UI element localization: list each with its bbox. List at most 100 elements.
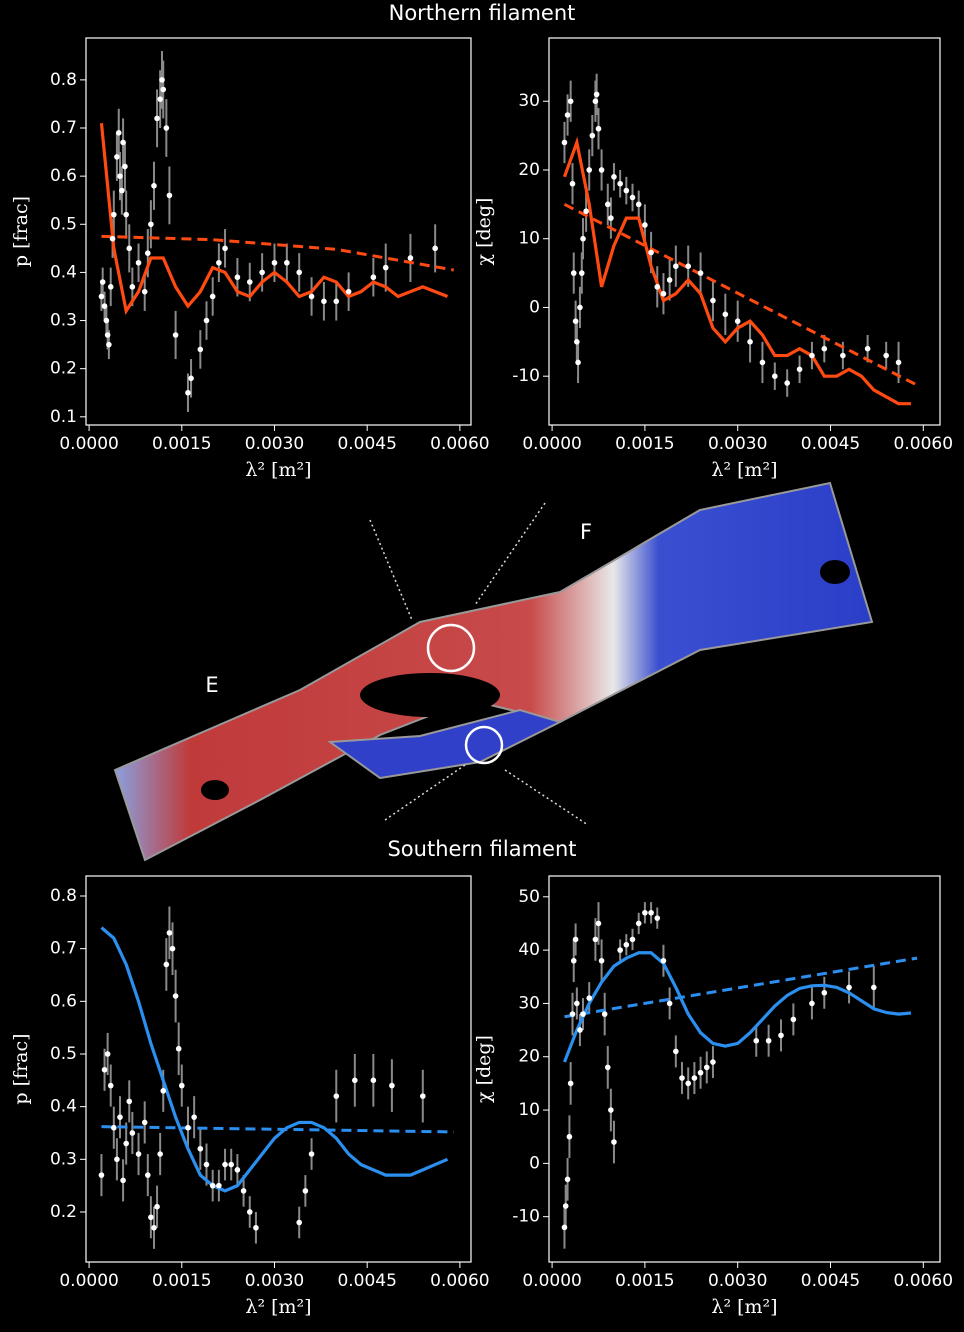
data-point bbox=[296, 1219, 303, 1226]
x-tick-label: 0.0000 bbox=[522, 1271, 581, 1291]
data-point bbox=[592, 98, 599, 105]
data-point bbox=[175, 1045, 182, 1052]
data-point bbox=[157, 1151, 163, 1157]
data-point bbox=[772, 373, 778, 379]
y-tick-label: 0.2 bbox=[50, 359, 77, 379]
data-point bbox=[234, 1167, 241, 1173]
x-tick-label: 0.0030 bbox=[245, 434, 304, 454]
y-axis-label: p [frac] bbox=[10, 1033, 32, 1104]
x-tick-label: 0.0000 bbox=[59, 434, 118, 454]
data-point bbox=[840, 352, 846, 359]
data-point bbox=[148, 1214, 154, 1221]
data-point bbox=[562, 1203, 569, 1209]
data-point bbox=[564, 112, 571, 118]
data-point bbox=[107, 284, 114, 290]
data-point bbox=[191, 1114, 197, 1120]
data-point bbox=[203, 317, 210, 324]
data-point bbox=[784, 380, 790, 386]
y-tick-label: 0.4 bbox=[50, 262, 77, 282]
x-tick-label: 0.0045 bbox=[337, 1271, 396, 1291]
y-tick-label: 0.4 bbox=[50, 1097, 77, 1117]
data-point bbox=[240, 1188, 247, 1194]
data-point bbox=[178, 1082, 185, 1089]
linear-fit bbox=[564, 956, 918, 1019]
x-tick-label: 0.0015 bbox=[615, 1271, 674, 1291]
y-tick-label: 0.5 bbox=[50, 214, 77, 234]
data-point bbox=[154, 115, 160, 122]
data-point bbox=[796, 366, 803, 373]
data-point bbox=[109, 235, 116, 242]
data-point bbox=[345, 288, 352, 295]
data-point bbox=[246, 279, 253, 285]
data-point bbox=[759, 359, 766, 366]
data-point bbox=[790, 1016, 797, 1023]
data-point bbox=[163, 125, 170, 131]
data-point bbox=[120, 1177, 126, 1184]
x-tick-label: 0.0060 bbox=[894, 434, 953, 454]
data-point bbox=[135, 259, 142, 266]
data-point bbox=[154, 1203, 160, 1210]
data-point bbox=[642, 222, 648, 228]
data-point bbox=[561, 139, 568, 146]
x-tick-label: 0.0015 bbox=[615, 434, 674, 454]
data-point bbox=[765, 1037, 772, 1044]
data-point bbox=[111, 1124, 117, 1131]
data-point bbox=[598, 957, 605, 964]
data-point bbox=[598, 167, 605, 173]
data-point bbox=[157, 96, 163, 102]
data-point bbox=[151, 1224, 157, 1231]
data-point bbox=[577, 304, 583, 311]
data-point bbox=[654, 915, 661, 921]
data-point bbox=[419, 1093, 426, 1099]
data-point bbox=[569, 180, 576, 187]
data-point bbox=[623, 941, 630, 948]
data-point bbox=[564, 1176, 571, 1183]
x-axis-label: λ² [m²] bbox=[711, 459, 777, 481]
plot-frame bbox=[85, 37, 472, 426]
model-fit bbox=[562, 136, 911, 406]
data-point bbox=[608, 215, 614, 221]
data-point bbox=[104, 1051, 111, 1057]
y-tick-label: 0.2 bbox=[50, 1202, 77, 1222]
data-point bbox=[203, 1161, 210, 1168]
data-point bbox=[666, 277, 673, 283]
x-tick-label: 0.0060 bbox=[894, 1271, 953, 1291]
data-point bbox=[710, 1059, 716, 1065]
y-tick-label: 20 bbox=[518, 1047, 540, 1067]
data-point bbox=[679, 1075, 685, 1081]
data-point bbox=[122, 163, 128, 170]
data-point bbox=[561, 1224, 568, 1231]
data-point bbox=[117, 173, 123, 179]
x-tick-label: 0.0000 bbox=[59, 1271, 118, 1291]
data-point bbox=[580, 235, 586, 242]
data-point bbox=[589, 132, 596, 139]
data-point bbox=[370, 274, 377, 281]
data-point bbox=[574, 1000, 580, 1007]
data-point bbox=[253, 1224, 259, 1231]
data-point bbox=[126, 1098, 133, 1105]
data-point bbox=[98, 293, 105, 300]
data-point bbox=[673, 1048, 679, 1055]
data-point bbox=[583, 208, 589, 215]
data-point bbox=[567, 98, 574, 105]
data-point bbox=[635, 920, 642, 927]
data-point bbox=[666, 1000, 673, 1007]
data-point bbox=[103, 317, 110, 324]
linear-fit bbox=[101, 234, 454, 272]
x-axis-label: λ² [m²] bbox=[245, 1296, 311, 1318]
data-point bbox=[115, 130, 122, 136]
x-axis-label: λ² [m²] bbox=[245, 459, 311, 481]
data-point bbox=[114, 154, 120, 160]
data-point bbox=[611, 1139, 617, 1145]
data-point bbox=[101, 303, 108, 309]
data-point bbox=[570, 957, 577, 964]
data-point bbox=[216, 1182, 222, 1189]
data-point bbox=[586, 995, 593, 1001]
y-tick-label: 0 bbox=[529, 297, 540, 317]
y-tick-label: 0.8 bbox=[50, 886, 77, 906]
data-point bbox=[566, 1133, 573, 1140]
x-tick-label: 0.0030 bbox=[708, 1271, 767, 1291]
y-tick-label: 0.6 bbox=[50, 166, 77, 186]
north-title: Northern filament bbox=[389, 1, 576, 25]
data-point bbox=[648, 249, 654, 256]
